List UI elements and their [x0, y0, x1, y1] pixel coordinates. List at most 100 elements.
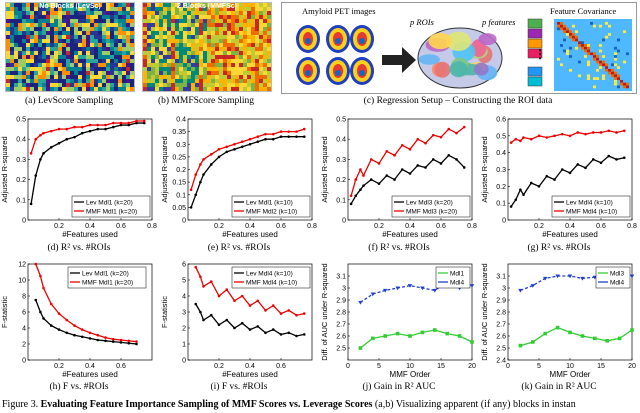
data-point — [580, 334, 585, 338]
heatmap-cell — [183, 11, 187, 15]
heatmap-cell — [251, 43, 255, 47]
heatmap-cell — [86, 67, 90, 71]
heatmap-cell — [187, 79, 191, 83]
heatmap-cell — [82, 3, 86, 7]
heatmap-cell — [122, 19, 126, 23]
heatmap-cell — [243, 71, 247, 75]
heatmap-cell — [219, 27, 223, 31]
heatmap-cell — [151, 79, 155, 83]
heatmap-cell — [147, 3, 151, 7]
heatmap-cell — [86, 83, 90, 87]
heatmap-cell — [259, 11, 263, 15]
heatmap-cell — [58, 11, 62, 15]
heatmap-cell — [231, 43, 235, 47]
heatmap-cell — [243, 59, 247, 63]
data-point — [127, 341, 131, 345]
legend-label: Lev Mdl4 (k=10) — [566, 200, 613, 207]
data-point — [88, 331, 92, 335]
data-point — [104, 123, 107, 127]
heatmap-cell — [14, 75, 18, 79]
heatmap-cell — [130, 83, 134, 87]
heatmap-cell — [255, 7, 259, 11]
covariance-cell — [575, 46, 578, 50]
data-point — [560, 168, 564, 171]
heatmap-cell — [263, 27, 267, 31]
data-point — [202, 158, 205, 161]
heatmap-cell — [175, 23, 179, 27]
covariance-cell — [617, 49, 620, 53]
heatmap-cell — [14, 3, 18, 7]
heatmap-cell — [163, 87, 167, 91]
data-point — [209, 163, 213, 166]
heatmap-cell — [38, 79, 42, 83]
covariance-cell — [590, 52, 593, 56]
heatmap-cell — [207, 75, 211, 79]
heatmap-cell — [110, 23, 114, 27]
heatmap-cell — [207, 55, 211, 59]
heatmap-cell — [163, 79, 167, 83]
heatmap-cell — [46, 11, 50, 15]
data-point — [369, 158, 373, 161]
heatmap-cell — [98, 71, 102, 75]
y-tick-label: 4 — [182, 294, 186, 301]
covariance-cell — [608, 68, 611, 72]
heatmap-cell — [18, 11, 22, 15]
heatmap-cell — [239, 15, 243, 19]
data-point — [88, 123, 92, 127]
data-point — [349, 202, 353, 206]
heatmap-cell — [147, 51, 151, 55]
heatmap-cell — [187, 87, 191, 91]
heatmap-cell — [211, 7, 215, 11]
heatmap-cell — [191, 59, 195, 63]
heatmap-cell — [126, 19, 130, 23]
heatmap-cell — [255, 3, 259, 7]
data-point — [408, 172, 412, 175]
heatmap-cell — [22, 87, 26, 91]
data-point — [395, 331, 400, 336]
covariance-cell — [602, 60, 605, 64]
heatmap-cell — [187, 7, 191, 11]
heatmap-cell — [243, 83, 247, 87]
heatmap-cell — [187, 3, 191, 7]
covariance-cell — [587, 74, 590, 78]
heatmap-cell — [94, 31, 98, 35]
data-point — [39, 133, 42, 137]
heatmap-cell — [159, 83, 163, 87]
data-point — [248, 142, 252, 146]
heatmap-cell — [74, 39, 78, 43]
heatmap-cell — [26, 55, 30, 59]
heatmap-cell — [259, 83, 263, 87]
x-axis-label: #Features used — [62, 370, 118, 379]
data-point — [287, 130, 291, 133]
heatmap-cell — [34, 31, 38, 35]
covariance-cell — [563, 30, 566, 34]
caption-b: (b) MMFScore Sampling — [157, 96, 255, 106]
heatmap-cell — [175, 19, 179, 23]
heatmap-cell — [26, 11, 30, 15]
heatmap-cell — [86, 19, 90, 23]
covariance-cell — [593, 55, 596, 58]
heatmap-cell — [259, 43, 263, 47]
heatmap-cell — [10, 75, 14, 79]
heatmap-cell — [118, 43, 122, 47]
heatmap-cell — [259, 35, 263, 39]
heatmap-cell — [46, 39, 50, 43]
data-point — [529, 137, 533, 141]
heatmap-cell — [58, 59, 62, 63]
data-point — [42, 286, 45, 290]
heatmap-cell — [18, 59, 22, 63]
heatmap-cell — [110, 3, 114, 7]
heatmap-cell — [70, 27, 74, 31]
heatmap-cell — [98, 27, 102, 31]
data-point — [194, 173, 198, 176]
heatmap-cell — [62, 3, 66, 7]
heatmap-cell — [14, 79, 18, 83]
heatmap-cell — [94, 27, 98, 31]
heatmap-cell — [114, 7, 118, 11]
data-point — [279, 135, 283, 138]
heatmap-cell — [143, 39, 147, 43]
heatmap-cell — [122, 51, 126, 55]
heatmap-cell — [6, 63, 10, 67]
heatmap-cell — [195, 63, 199, 67]
